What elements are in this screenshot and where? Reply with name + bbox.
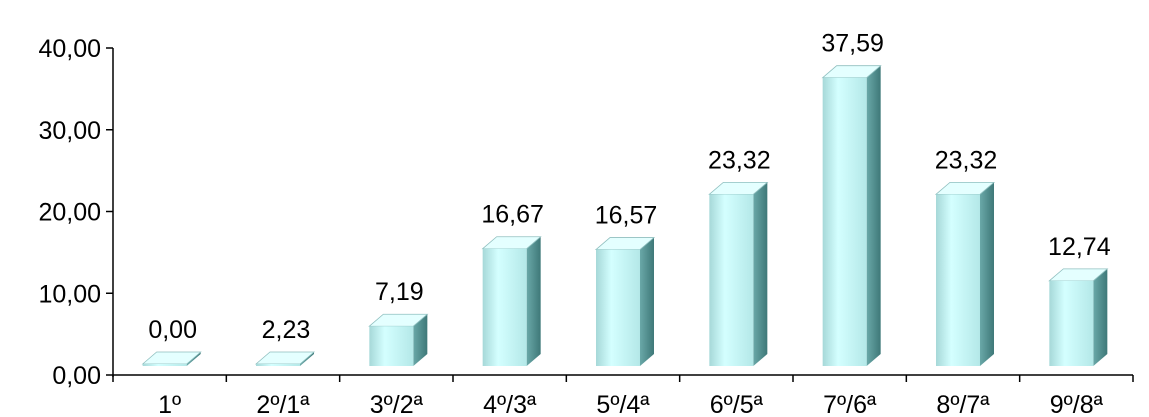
bar-side [980, 182, 994, 366]
bar-front [936, 194, 980, 366]
bar [821, 65, 882, 366]
data-label: 37,59 [821, 30, 884, 58]
x-tick-label: 7º/6ª [823, 391, 877, 417]
labels-layer: 0,00 10,00 20,00 30,00 40,00 0,00 1º 2,23 2º/1ª 7… [38, 30, 1110, 417]
bar [594, 237, 656, 366]
bar-top [254, 351, 316, 365]
bar [141, 351, 202, 366]
x-tick-label: 8º/7ª [936, 391, 990, 417]
data-label: 23,32 [935, 146, 998, 174]
bar-front [482, 248, 527, 366]
x-tick-label: 2º/1ª [256, 391, 310, 417]
data-label: 23,32 [708, 146, 771, 174]
x-tick-label: 4º/3ª [483, 391, 537, 417]
bar [1048, 268, 1109, 366]
x-tick-label: 1º [158, 391, 181, 417]
bar-front [256, 364, 300, 366]
data-label: 16,67 [481, 201, 544, 229]
data-label: 2,23 [262, 316, 311, 344]
y-tick-label: 40,00 [38, 35, 101, 63]
bar [368, 313, 429, 366]
axes-layer [106, 47, 1134, 382]
bar-side [866, 65, 881, 366]
x-tick-label: 6º/5ª [710, 391, 764, 417]
data-label: 12,74 [1048, 233, 1111, 261]
bar-side [1093, 268, 1108, 366]
bar-front [596, 249, 640, 366]
bar [708, 181, 769, 366]
bar-front [822, 77, 867, 366]
x-tick-label: 9º/8ª [1050, 391, 1104, 417]
bar-front [369, 326, 414, 366]
bar [481, 236, 542, 366]
x-tick-label: 5º/4ª [596, 391, 650, 417]
y-tick-label: 0,00 [52, 362, 101, 390]
bar-side [413, 314, 428, 366]
y-tick-label: 10,00 [38, 280, 101, 308]
bar-front [709, 194, 754, 366]
x-tick-label: 3º/2ª [370, 391, 424, 417]
data-label: 16,57 [595, 202, 658, 230]
bar [934, 181, 996, 366]
bar-front [142, 364, 187, 366]
bar-side [753, 182, 768, 366]
bar-front [1049, 280, 1094, 366]
bar-top [141, 351, 202, 365]
bars-layer [141, 65, 1109, 366]
bar [254, 351, 316, 366]
bar-side [526, 236, 541, 366]
y-tick-label: 30,00 [38, 117, 101, 145]
y-tick-label: 20,00 [38, 199, 101, 227]
data-label: 0,00 [148, 316, 197, 344]
data-label: 7,19 [375, 278, 424, 306]
bar-side [640, 237, 654, 366]
